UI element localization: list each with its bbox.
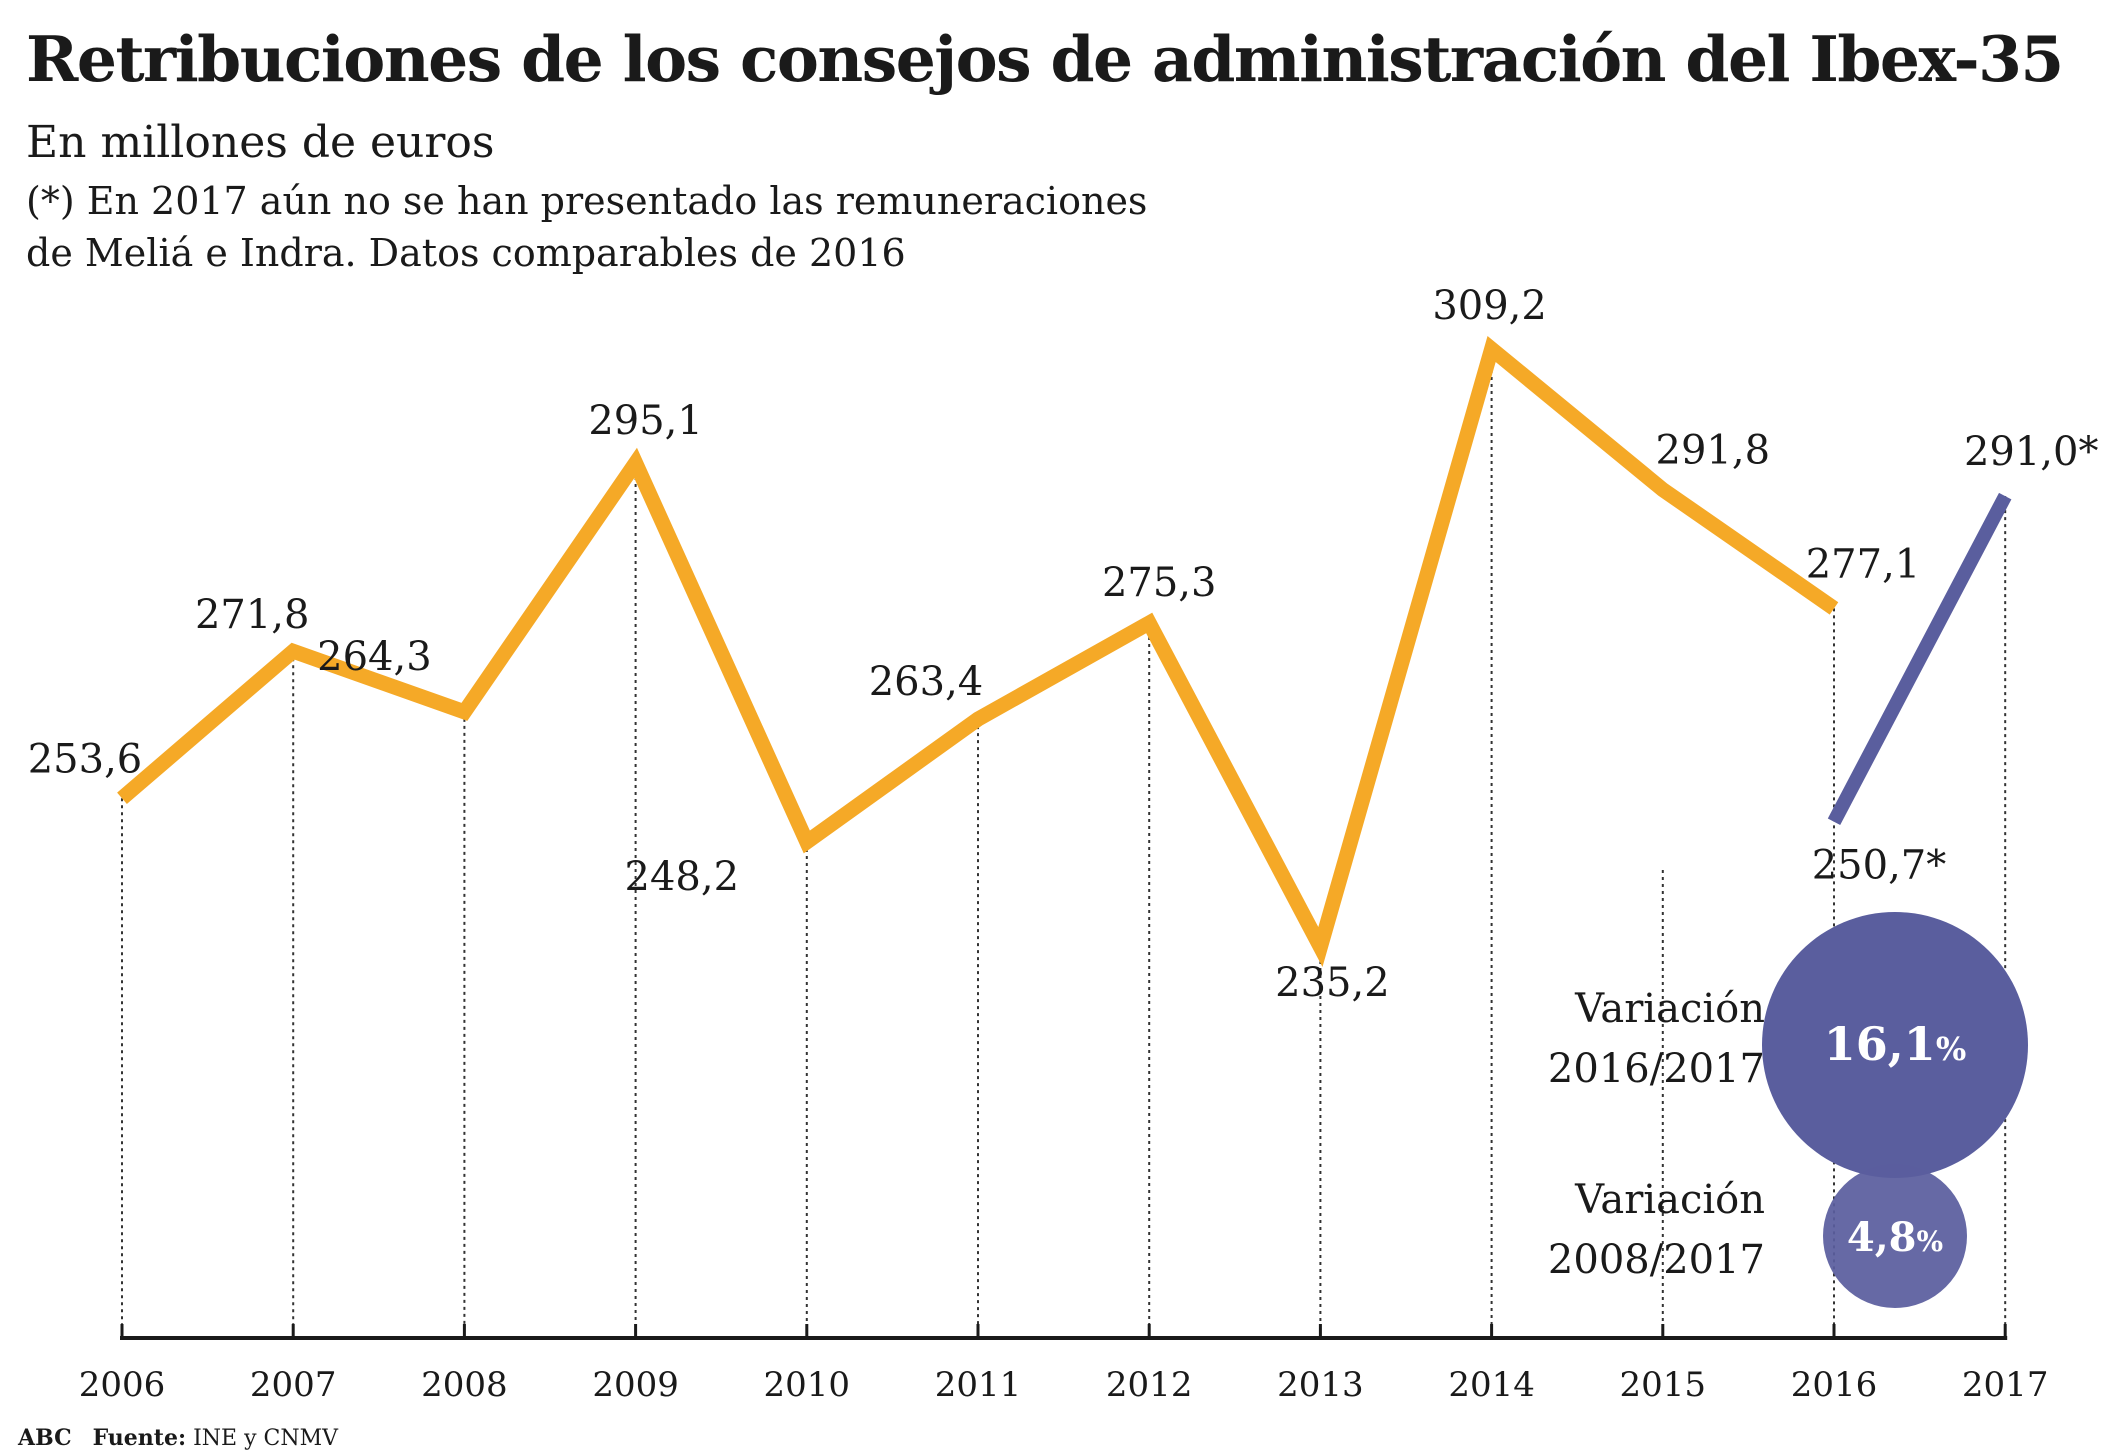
x-tick-labels: 2006 2007 2008 2009 2010 2011 2012 2013 2014 2015…: [79, 1365, 2049, 1405]
chart-title: Retribuciones de los consejos de adminis…: [26, 22, 2064, 96]
x-tick-label-2006: 2006: [79, 1365, 166, 1405]
x-tick-label-2007: 2007: [250, 1365, 337, 1405]
series-line-2: [1827, 492, 2012, 826]
brand-label: ABC: [18, 1425, 72, 1451]
x-tick-label-2008: 2008: [421, 1365, 508, 1405]
data-label-2014: 309,2: [1432, 283, 1547, 329]
variation-label-2: Variación: [1574, 1177, 1765, 1223]
variation-bubbles: Variación 2016/2017 16,1% Variación 2008/201…: [1548, 912, 2028, 1308]
note-line-2: de Meliá e Indra. Datos comparables de 2…: [26, 231, 906, 275]
data-label-2006: 253,6: [28, 736, 143, 782]
series-lines: [117, 335, 2012, 967]
data-label-2013: 235,2: [1275, 960, 1390, 1006]
data-label-2016-comparable: 250,7*: [1812, 843, 1947, 889]
variation-period-1: 2016/2017: [1548, 1046, 1765, 1092]
data-label-2015: 291,8: [1656, 428, 1771, 474]
variation-value-1: 16,1%: [1824, 1017, 1966, 1071]
variation-bubble-2: [1823, 1164, 1967, 1308]
x-tick-label-2012: 2012: [1106, 1365, 1193, 1405]
data-label-2009: 295,1: [588, 398, 703, 444]
x-tick-label-2011: 2011: [935, 1365, 1022, 1405]
x-tick-marks: [120, 1324, 2007, 1340]
note-line-1: (*) En 2017 aún no se han presentado las…: [26, 179, 1148, 223]
x-tick-label-2014: 2014: [1448, 1365, 1535, 1405]
x-tick-label-2016: 2016: [1791, 1365, 1878, 1405]
x-tick-label-2017: 2017: [1962, 1365, 2049, 1405]
footer: ABC Fuente: INE y CNMV: [18, 1425, 338, 1451]
series-line-1: [117, 335, 1839, 967]
data-label-2008: 264,3: [317, 634, 432, 680]
variation-bubble-1: [1762, 912, 2028, 1178]
source-value: INE y CNMV: [193, 1426, 338, 1451]
data-label-2016: 277,1: [1806, 541, 1921, 587]
x-tick-label-2015: 2015: [1620, 1365, 1707, 1405]
variation-period-2: 2008/2017: [1548, 1237, 1765, 1283]
variation-label-1: Variación: [1574, 986, 1765, 1032]
x-tick-label-2009: 2009: [592, 1365, 679, 1405]
data-label-2011: 263,4: [869, 659, 984, 705]
chart-subtitle: En millones de euros: [26, 117, 495, 168]
source-label: Fuente:: [92, 1425, 187, 1451]
data-label-2010: 248,2: [625, 854, 740, 900]
variation-value-2: 4,8%: [1847, 1214, 1943, 1261]
chart-note: (*) En 2017 aún no se han presentado las…: [26, 175, 1147, 279]
x-tick-label-2013: 2013: [1277, 1365, 1364, 1405]
data-label-2017-comparable: 291,0*: [1964, 429, 2099, 475]
x-tick-label-2010: 2010: [764, 1365, 851, 1405]
data-label-2012: 275,3: [1102, 560, 1217, 606]
data-label-2007: 271,8: [195, 592, 310, 638]
